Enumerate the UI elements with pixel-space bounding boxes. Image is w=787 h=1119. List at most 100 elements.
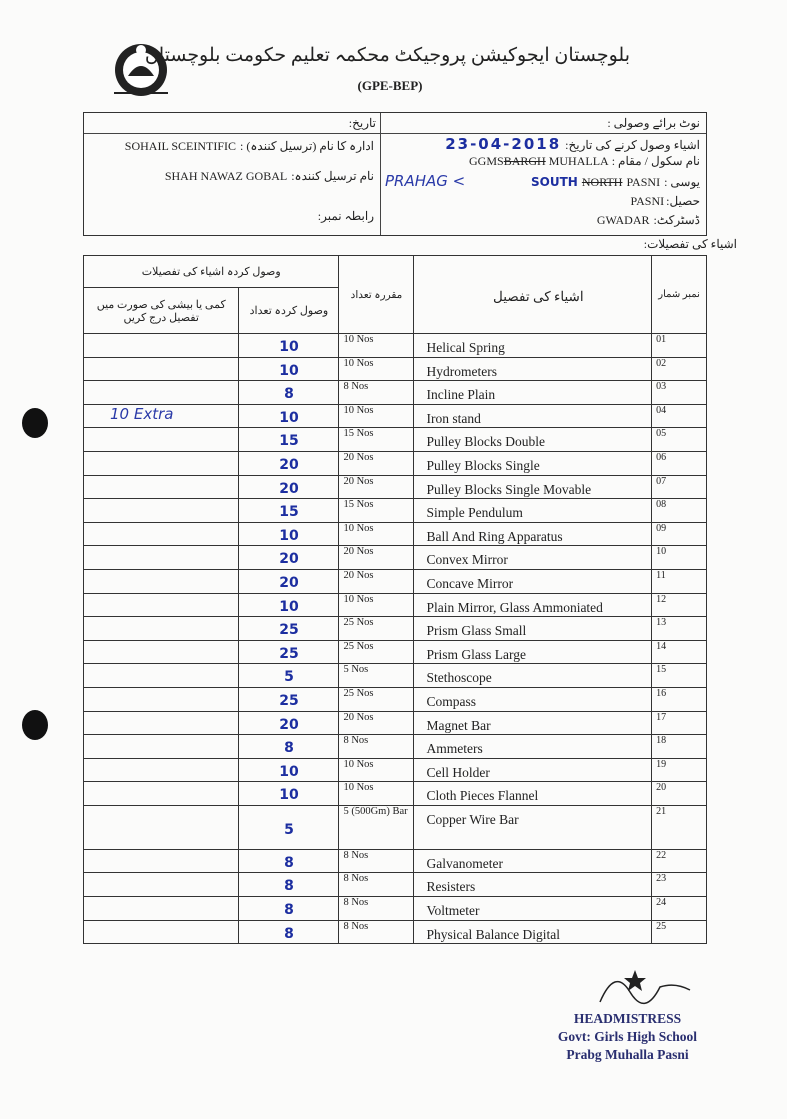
- table-row: 25 25 Nos Prism Glass Large 14: [82, 639, 707, 665]
- remarks-cell: [82, 757, 240, 783]
- serial-cell: 16: [651, 686, 707, 712]
- fixed-qty-cell: 10 Nos: [338, 521, 415, 547]
- table-row: 8 8 Nos Voltmeter 24: [82, 896, 707, 921]
- receipt-date-field: 23-04-2018 اشیاء وصول کرنے کی تاریخ:: [445, 135, 700, 153]
- remarks-cell: [82, 356, 240, 382]
- received-qty-cell: 20: [238, 474, 340, 500]
- remarks-cell: [82, 592, 240, 618]
- table-row: 10 10 Nos Hydrometers 02: [82, 356, 707, 382]
- serial-cell: 19: [651, 757, 707, 783]
- received-qty-cell: 8: [238, 380, 340, 405]
- remarks-cell: [82, 663, 240, 688]
- fixed-qty-cell: 25 Nos: [338, 639, 415, 665]
- received-qty-cell: 20: [238, 710, 340, 736]
- received-qty-cell: 8: [238, 848, 340, 874]
- serial-cell: 06: [651, 450, 707, 476]
- serial-cell: 21: [651, 804, 707, 850]
- received-qty-cell: 5: [238, 804, 340, 850]
- item-cell: Cloth Pieces Flannel: [413, 781, 653, 806]
- remarks-cell: 10 Extra: [82, 403, 240, 429]
- items-table: وصول کردہ اشیاء کی تفصیلات مقررہ تعداد ا…: [82, 255, 707, 945]
- fixed-qty-cell: 10 Nos: [338, 592, 415, 618]
- serial-cell: 20: [651, 781, 707, 806]
- item-cell: Copper Wire Bar: [413, 804, 653, 850]
- table-row: 20 20 Nos Convex Mirror 10: [82, 545, 707, 570]
- table-row: 8 8 Nos Incline Plain 03: [82, 380, 707, 405]
- district-field: GWADAR ڈسٹرکٹ:: [596, 213, 700, 227]
- info-box: تاریخ: نوٹ برائے وصولی : SOHAIL SCEINTIF…: [83, 112, 707, 236]
- item-cell: Compass: [413, 686, 653, 712]
- remarks-cell: [82, 896, 240, 921]
- remarks-cell: [82, 639, 240, 665]
- tehsil-field: PASNI حصیل:: [630, 194, 700, 208]
- fixed-qty-cell: 8 Nos: [338, 872, 415, 898]
- item-cell: Helical Spring: [413, 333, 653, 358]
- received-qty-cell: 25: [238, 686, 340, 712]
- fixed-qty-cell: 20 Nos: [338, 568, 415, 594]
- contact-label: رابطہ نمبر:: [317, 209, 374, 223]
- fixed-qty-cell: 5 Nos: [338, 663, 415, 688]
- stamp-line-3: Prabg Muhalla Pasni: [566, 1047, 689, 1062]
- table-row: 5 5 Nos Stethoscope 15: [82, 663, 707, 688]
- table-row: 10 10 Nos Helical Spring 01: [82, 333, 707, 358]
- item-cell: Galvanometer: [413, 848, 653, 874]
- date-label: تاریخ:: [348, 116, 376, 130]
- serial-cell: 07: [651, 474, 707, 500]
- remarks-cell: [82, 710, 240, 736]
- punch-hole: [22, 710, 48, 740]
- serial-cell: 08: [651, 498, 707, 523]
- received-qty-cell: 20: [238, 545, 340, 570]
- serial-cell: 24: [651, 896, 707, 921]
- table-row: 20 20 Nos Concave Mirror 11: [82, 568, 707, 594]
- received-qty-cell: 25: [238, 616, 340, 641]
- remarks-cell: [82, 333, 240, 358]
- fixed-qty-cell: 10 Nos: [338, 757, 415, 783]
- serial-cell: 17: [651, 710, 707, 736]
- table-row: 8 8 Nos Resisters 23: [82, 872, 707, 898]
- remarks-cell: [82, 521, 240, 547]
- remarks-header: کمی یا بیشی کی صورت میں تفصیل درج کریں: [82, 287, 240, 334]
- table-row: 8 8 Nos Physical Balance Digital 25: [82, 919, 707, 945]
- fixed-qty-cell: 8 Nos: [338, 380, 415, 405]
- table-row: 10 10 Nos Plain Mirror, Glass Ammoniated…: [82, 592, 707, 618]
- table-row: 10 10 Nos Ball And Ring Apparatus 09: [82, 521, 707, 547]
- remarks-cell: [82, 734, 240, 759]
- received-group-header: وصول کردہ اشیاء کی تفصیلات: [82, 255, 340, 288]
- item-cell: Physical Balance Digital: [413, 919, 653, 945]
- received-qty-cell: 15: [238, 427, 340, 452]
- received-qty-cell: 5: [238, 663, 340, 688]
- serial-cell: 11: [651, 568, 707, 594]
- fixed-qty-cell: 5 (500Gm) Bar: [338, 804, 415, 850]
- fixed-qty-header: مقررہ تعداد: [338, 255, 415, 334]
- serial-cell: 02: [651, 356, 707, 382]
- received-qty-cell: 15: [238, 498, 340, 523]
- serial-cell: 14: [651, 639, 707, 665]
- remarks-cell: [82, 686, 240, 712]
- remarks-cell: [82, 804, 240, 850]
- fixed-qty-cell: 15 Nos: [338, 498, 415, 523]
- sender-field: SHAH NAWAZ GOBAL نام ترسیل کنندہ:: [164, 169, 374, 183]
- serial-cell: 03: [651, 380, 707, 405]
- remarks-cell: [82, 919, 240, 945]
- table-row: 8 8 Nos Galvanometer 22: [82, 848, 707, 874]
- stamp-line-1: HEADMISTRESS: [573, 1011, 682, 1026]
- item-cell: Pulley Blocks Single: [413, 450, 653, 476]
- fixed-qty-cell: 10 Nos: [338, 781, 415, 806]
- serial-cell: 13: [651, 616, 707, 641]
- remarks-cell: [82, 848, 240, 874]
- received-qty-cell: 10: [238, 333, 340, 358]
- table-row: 10 Extra 10 10 Nos Iron stand 04: [82, 403, 707, 429]
- table-row: 15 15 Nos Simple Pendulum 08: [82, 498, 707, 523]
- fixed-qty-cell: 10 Nos: [338, 403, 415, 429]
- item-cell: Prism Glass Small: [413, 616, 653, 641]
- remarks-cell: [82, 568, 240, 594]
- balochistan-logo: [114, 44, 168, 96]
- table-row: 25 25 Nos Prism Glass Small 13: [82, 616, 707, 641]
- remarks-cell: [82, 498, 240, 523]
- signature: [599, 970, 691, 1004]
- item-cell: Prism Glass Large: [413, 639, 653, 665]
- fixed-qty-cell: 20 Nos: [338, 710, 415, 736]
- remarks-cell: [82, 872, 240, 898]
- item-cell: Voltmeter: [413, 896, 653, 921]
- received-qty-cell: 8: [238, 872, 340, 898]
